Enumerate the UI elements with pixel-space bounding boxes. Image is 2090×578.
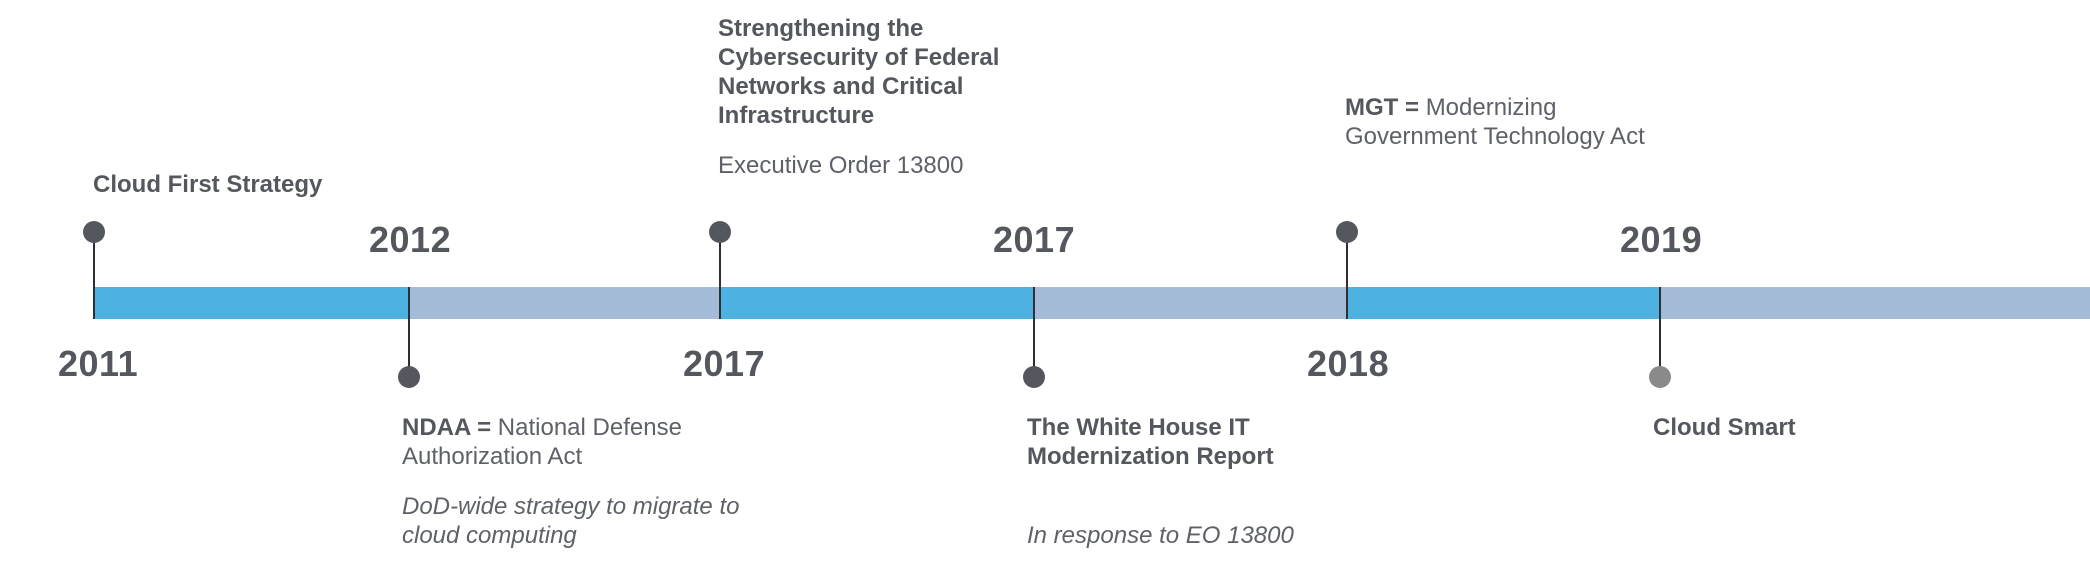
marker-dot-2011 — [83, 221, 105, 243]
stem-2017b — [1033, 287, 1035, 377]
timeline-segment-2011 — [93, 287, 409, 319]
event-note: DoD-wide strategy to migrate to cloud co… — [402, 493, 740, 549]
year-label-2017a: 2017 — [683, 343, 766, 384]
event-wh-it-report: The White House IT Modernization Report … — [1027, 413, 1327, 550]
marker-dot-2012 — [398, 366, 420, 388]
event-definition: Modernizing Government Technology Act — [1345, 94, 1645, 150]
timeline-segment-2012 — [409, 287, 719, 319]
stem-2011 — [93, 232, 95, 319]
timeline-segment-2017b — [1033, 287, 1346, 319]
timeline-segment-2018 — [1346, 287, 1659, 319]
event-ndaa: NDAA = National Defense Authorization Ac… — [402, 413, 739, 550]
year-label-2019: 2019 — [1620, 219, 1703, 260]
event-definition: National Defense Authorization Act — [402, 414, 682, 470]
event-acronym: MGT = — [1345, 94, 1420, 121]
event-title: The White House IT Modernization Report — [1027, 414, 1274, 470]
timeline-segment-2019 — [1659, 287, 2090, 319]
year-label-2012: 2012 — [369, 219, 452, 260]
event-note: In response to EO 13800 — [1027, 522, 1294, 549]
year-label-2011: 2011 — [58, 343, 139, 384]
event-eo-13800: Strengthening the Cybersecurity of Feder… — [718, 14, 1038, 180]
event-subtitle: Executive Order 13800 — [718, 152, 964, 179]
year-label-2018: 2018 — [1307, 343, 1390, 384]
stem-2018 — [1346, 232, 1348, 319]
event-cloud-smart: Cloud Smart — [1653, 413, 1796, 442]
marker-dot-2019 — [1649, 366, 1671, 388]
year-label-2017b: 2017 — [993, 219, 1076, 260]
marker-dot-2018 — [1336, 221, 1358, 243]
event-title: Cloud First Strategy — [93, 171, 323, 198]
stem-2017a — [719, 232, 721, 319]
event-acronym: NDAA = — [402, 414, 492, 441]
event-mgt: MGT = Modernizing Government Technology … — [1345, 93, 1675, 151]
stem-2012 — [408, 287, 410, 377]
marker-dot-2017a — [709, 221, 731, 243]
event-title: Strengthening the Cybersecurity of Feder… — [718, 15, 1000, 129]
stem-2019 — [1659, 287, 1661, 377]
marker-dot-2017b — [1023, 366, 1045, 388]
event-cloud-first: Cloud First Strategy — [93, 170, 322, 199]
event-title: Cloud Smart — [1653, 414, 1796, 441]
timeline-segment-2017a — [719, 287, 1033, 319]
